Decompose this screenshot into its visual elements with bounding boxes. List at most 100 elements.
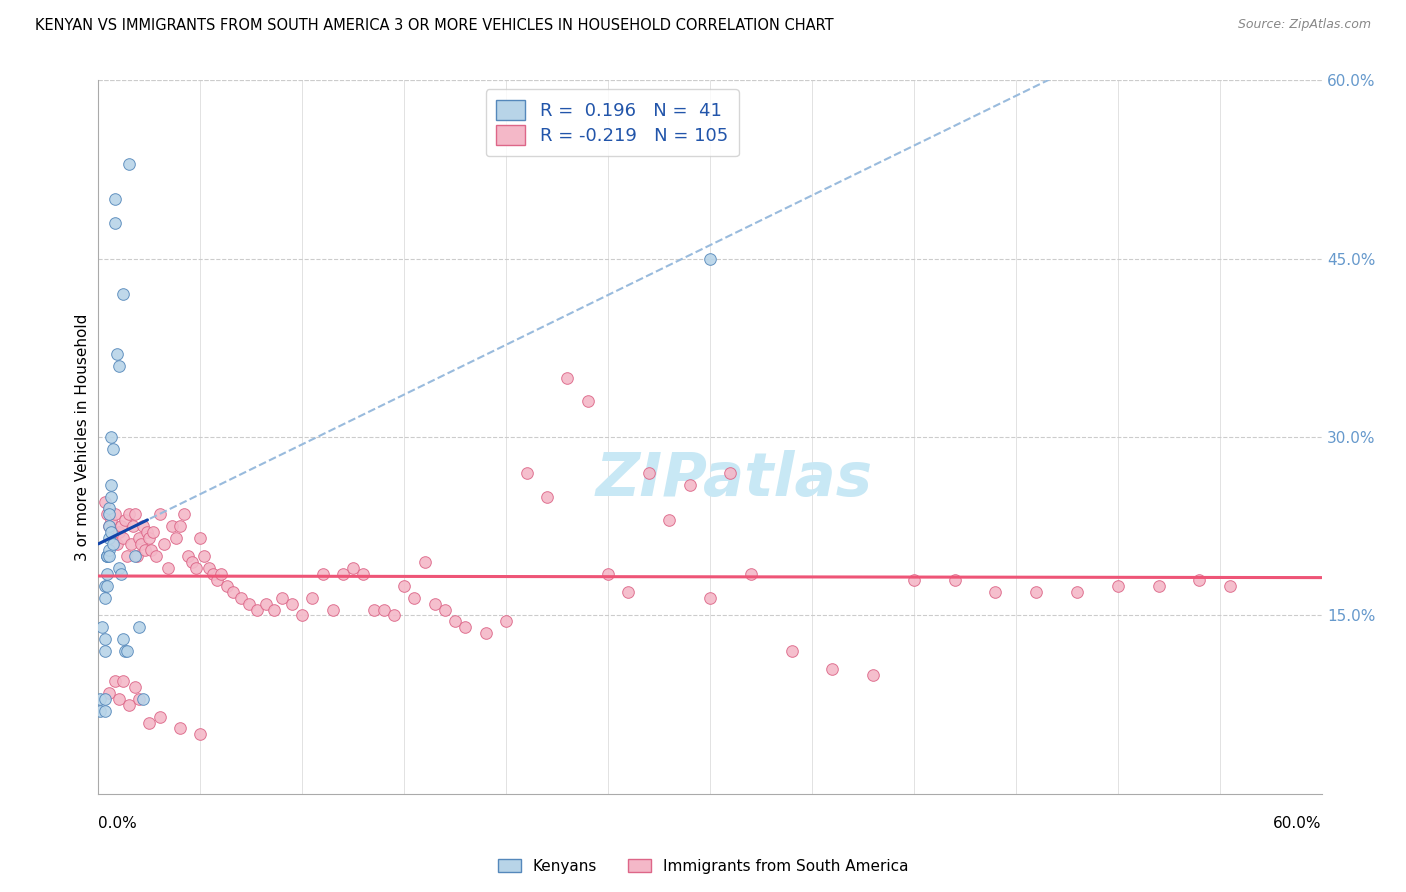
Point	[201, 566, 224, 581]
Text: 0.0%: 0.0%	[98, 816, 138, 831]
Point	[149, 709, 172, 723]
Point	[423, 597, 446, 611]
Point	[1107, 579, 1129, 593]
Point	[93, 591, 115, 605]
Point	[108, 525, 131, 540]
Point	[404, 591, 426, 605]
Point	[152, 537, 174, 551]
Y-axis label: 3 or more Vehicles in Household: 3 or more Vehicles in Household	[75, 313, 90, 561]
Point	[97, 519, 120, 533]
Point	[93, 579, 115, 593]
Point	[115, 644, 138, 658]
Point	[97, 549, 120, 563]
Point	[903, 573, 925, 587]
Point	[111, 673, 134, 688]
Point	[96, 549, 118, 563]
Point	[301, 591, 323, 605]
Point	[142, 525, 165, 540]
Point	[188, 727, 212, 741]
Point	[93, 704, 115, 718]
Point	[104, 192, 127, 206]
Point	[132, 519, 155, 533]
Point	[89, 691, 111, 706]
Point	[862, 668, 884, 682]
Point	[132, 691, 155, 706]
Point	[173, 508, 195, 522]
Point	[114, 644, 136, 658]
Point	[115, 549, 138, 563]
Point	[108, 359, 131, 373]
Point	[238, 597, 260, 611]
Point	[1025, 584, 1047, 599]
Point	[169, 722, 191, 736]
Point	[780, 644, 803, 658]
Point	[434, 602, 457, 616]
Point	[576, 394, 599, 409]
Point	[97, 531, 120, 545]
Point	[100, 525, 122, 540]
Point	[97, 686, 120, 700]
Point	[181, 555, 204, 569]
Point	[984, 584, 1007, 599]
Point	[134, 543, 156, 558]
Point	[104, 508, 127, 522]
Point	[352, 566, 374, 581]
Point	[169, 519, 191, 533]
Text: ZIPatlas: ZIPatlas	[596, 450, 873, 509]
Point	[96, 549, 118, 563]
Point	[720, 466, 742, 480]
Text: KENYAN VS IMMIGRANTS FROM SOUTH AMERICA 3 OR MORE VEHICLES IN HOUSEHOLD CORRELAT: KENYAN VS IMMIGRANTS FROM SOUTH AMERICA …	[35, 18, 834, 33]
Point	[254, 597, 277, 611]
Point	[821, 662, 844, 676]
Point	[93, 632, 115, 647]
Text: 60.0%: 60.0%	[1274, 816, 1322, 831]
Point	[516, 466, 538, 480]
Point	[165, 531, 187, 545]
Point	[97, 519, 120, 533]
Point	[96, 508, 118, 522]
Point	[124, 549, 146, 563]
Point	[557, 370, 579, 384]
Point	[93, 644, 115, 658]
Point	[122, 519, 145, 533]
Point	[332, 566, 354, 581]
Point	[231, 591, 253, 605]
Point	[124, 680, 146, 694]
Point	[124, 508, 146, 522]
Point	[105, 347, 128, 361]
Point	[495, 615, 517, 629]
Point	[392, 579, 416, 593]
Point	[101, 537, 124, 551]
Point	[246, 602, 269, 616]
Point	[97, 543, 120, 558]
Point	[197, 561, 219, 575]
Point	[96, 566, 118, 581]
Point	[186, 561, 208, 575]
Point	[740, 566, 762, 581]
Point	[93, 495, 115, 509]
Point	[598, 566, 620, 581]
Point	[120, 537, 142, 551]
Point	[100, 477, 122, 491]
Point	[100, 490, 122, 504]
Point	[111, 531, 134, 545]
Point	[118, 698, 141, 712]
Point	[638, 466, 661, 480]
Point	[111, 287, 134, 301]
Text: Source: ZipAtlas.com: Source: ZipAtlas.com	[1237, 18, 1371, 31]
Point	[100, 430, 122, 444]
Point	[222, 584, 245, 599]
Point	[215, 579, 238, 593]
Point	[382, 608, 405, 623]
Point	[658, 513, 681, 527]
Point	[373, 602, 395, 616]
Point	[444, 615, 467, 629]
Point	[209, 566, 232, 581]
Point	[536, 490, 558, 504]
Point	[110, 519, 132, 533]
Point	[129, 537, 152, 551]
Point	[101, 442, 124, 456]
Point	[474, 626, 498, 640]
Point	[101, 525, 124, 540]
Point	[105, 537, 128, 551]
